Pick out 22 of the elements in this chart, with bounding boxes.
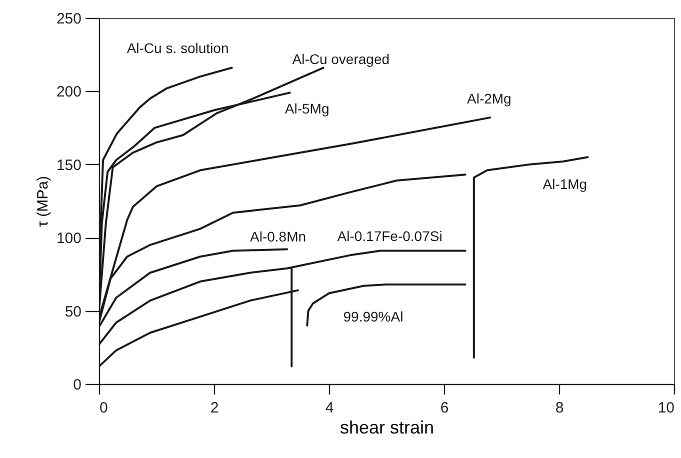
- x-tick-label: 2: [210, 400, 219, 416]
- y-tick-label: 200: [56, 84, 82, 101]
- x-axis-title: shear strain: [340, 418, 434, 438]
- x-tick-label: 8: [555, 400, 564, 416]
- y-tick-label: 150: [56, 156, 82, 174]
- y-axis-title: τ (MPa): [34, 176, 52, 227]
- series-label: Al-1Mg: [542, 176, 588, 192]
- series-label: Al-Cu s. solution: [126, 40, 229, 56]
- y-tick-label: 100: [56, 230, 82, 248]
- x-tick-label: 10: [658, 400, 674, 416]
- x-tick-label: 0: [100, 400, 108, 416]
- series-label: Al-0.17Fe-0.07Si: [337, 228, 442, 244]
- y-tick-label: 250: [56, 10, 82, 28]
- series-label: 99.99%Al: [343, 308, 404, 324]
- series-label: Al-5Mg: [284, 100, 330, 117]
- x-tick-label: 6: [440, 400, 449, 416]
- y-tick-label: 0: [73, 376, 82, 394]
- y-tick-label: 50: [64, 303, 82, 320]
- series-label: Al-2Mg: [467, 90, 512, 107]
- x-tick-label: 4: [325, 400, 334, 416]
- series-label: Al-0.8Mn: [250, 228, 306, 244]
- series-label: Al-Cu overaged: [292, 50, 390, 67]
